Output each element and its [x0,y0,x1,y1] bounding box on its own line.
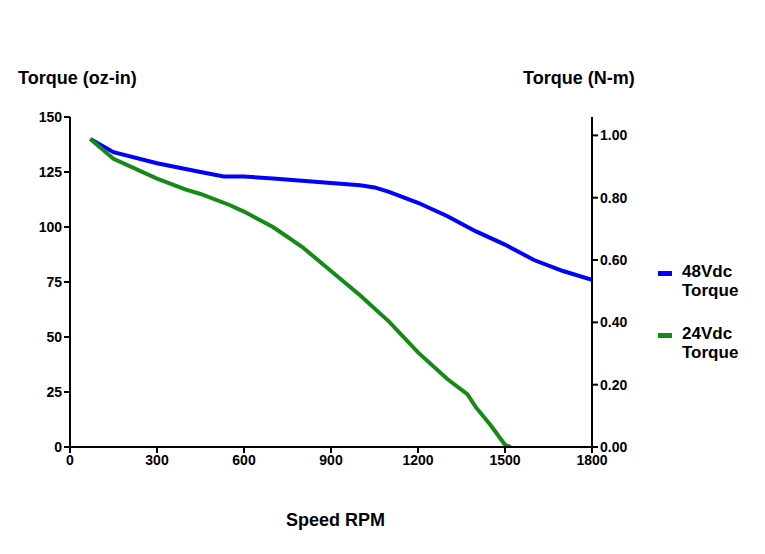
svg-text:1800: 1800 [576,451,608,468]
svg-text:0.20: 0.20 [600,377,627,393]
svg-text:0.40: 0.40 [600,314,627,330]
svg-text:900: 900 [319,452,343,468]
svg-text:300: 300 [145,452,169,468]
svg-text:0.00: 0.00 [600,439,627,455]
html-text:24Vdc Torque: 24Vdc Torque [682,324,739,362]
svg-text:50: 50 [46,329,62,345]
svg-text:75: 75 [46,274,62,290]
svg-text:1.00: 1.00 [600,127,627,143]
html-text:Torque (oz-in): Torque (oz-in) [18,68,137,88]
svg-text:100: 100 [39,219,63,235]
svg-text:0.80: 0.80 [600,190,627,206]
svg-text:25: 25 [46,384,62,400]
svg-text:125: 125 [39,164,63,180]
svg-text:1500: 1500 [489,452,520,468]
html-text:48Vdc Torque: 48Vdc Torque [682,262,739,300]
svg-text:0.60: 0.60 [600,252,627,268]
svg-text:1200: 1200 [402,452,433,468]
svg-text:600: 600 [232,452,256,468]
html-text:Speed RPM: Speed RPM [286,510,385,530]
svg-text:0: 0 [54,439,62,455]
svg-text:150: 150 [39,109,63,125]
html-text:Torque (N-m): Torque (N-m) [523,68,635,88]
svg-text:0: 0 [66,452,74,468]
